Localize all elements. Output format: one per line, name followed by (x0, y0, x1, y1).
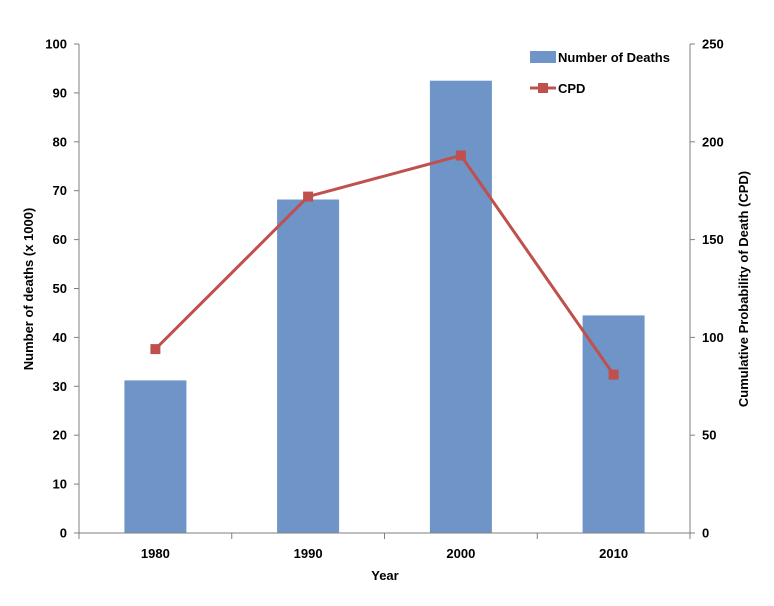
cpd-marker-2010 (608, 369, 619, 380)
x-tick-label-2010: 2010 (599, 546, 628, 561)
legend-label-number-of-deaths: Number of Deaths (558, 50, 670, 65)
y-tick-label-80: 80 (53, 134, 67, 149)
y2-tick-label-0: 0 (702, 526, 709, 541)
y-tick-label-40: 40 (53, 330, 67, 345)
y-tick-label-90: 90 (53, 85, 67, 100)
bar-1990 (277, 199, 340, 533)
tick-labels-layer: 0 10 20 30 40 50 60 70 80 90 100 0 50 100 150 200 250 198… (45, 37, 723, 562)
legend-label-cpd: CPD (558, 81, 585, 96)
y-tick-label-60: 60 (53, 232, 67, 247)
y2-tick-label-100: 100 (702, 330, 724, 345)
y-tick-label-100: 100 (45, 37, 67, 52)
x-tick-label-1990: 1990 (294, 546, 323, 561)
bar-2000 (429, 80, 492, 533)
bars-layer (124, 80, 645, 533)
legend: Number of Deaths CPD (530, 50, 670, 96)
x-axis-title: Year (371, 568, 398, 583)
bar-1980 (124, 380, 187, 533)
y-tick-label-0: 0 (60, 526, 67, 541)
y-tick-label-70: 70 (53, 183, 67, 198)
cpd-marker-2000 (455, 150, 466, 161)
cpd-marker-1980 (150, 344, 161, 355)
y-axis-title: Number of deaths (x 1000) (21, 208, 36, 371)
x-tick-label-1980: 1980 (141, 546, 170, 561)
legend-swatch-number-of-deaths (530, 51, 556, 63)
y-tick-label-10: 10 (53, 477, 67, 492)
y2-tick-label-250: 250 (702, 37, 724, 52)
y2-tick-label-50: 50 (702, 428, 716, 443)
y-tick-label-50: 50 (53, 281, 67, 296)
y2-axis-title: Cumulative Probability of Death (CPD) (736, 171, 751, 407)
axes-layer (74, 43, 695, 539)
y-tick-label-30: 30 (53, 379, 67, 394)
bar-2010 (582, 315, 645, 533)
cpd-marker-1990 (303, 191, 314, 202)
y-tick-label-20: 20 (53, 428, 67, 443)
y2-tick-label-200: 200 (702, 134, 724, 149)
cpd-line (154, 153, 615, 376)
x-tick-label-2000: 2000 (446, 546, 475, 561)
y2-tick-label-150: 150 (702, 232, 724, 247)
cpd-line-layer (150, 150, 619, 380)
legend-marker-cpd (538, 83, 548, 93)
